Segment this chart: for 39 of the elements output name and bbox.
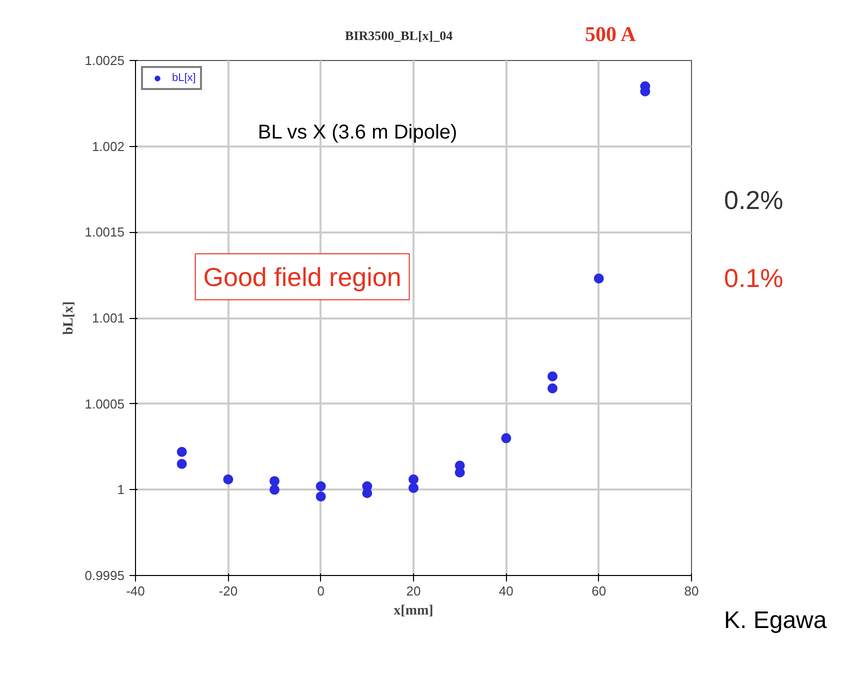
point — [362, 488, 372, 498]
point — [270, 476, 280, 486]
point — [501, 433, 512, 444]
legend-label: bL[x] — [172, 72, 196, 84]
point — [408, 474, 418, 484]
point — [548, 371, 558, 382]
chart-title: BIR3500_BL[x]_04 — [345, 27, 453, 45]
x-tick-label: 60 — [592, 584, 606, 598]
point — [316, 481, 326, 492]
y-tick-label: 1.0015 — [84, 224, 125, 240]
y-axis-title: bL[x] — [62, 301, 77, 335]
y-tick-label: 0.9995 — [84, 568, 125, 583]
x-tick-label: 0 — [317, 584, 324, 598]
point — [316, 492, 326, 502]
x-tick-label: -40 — [126, 584, 145, 598]
y-tick-label: 1 — [117, 482, 125, 498]
point — [270, 484, 280, 495]
point — [408, 482, 418, 493]
y-tick-label: 1.0005 — [84, 396, 125, 412]
x-tick-label: 20 — [406, 584, 421, 598]
annotation: BL vs X (3.6 m Dipole) — [258, 122, 458, 144]
point — [176, 458, 187, 469]
text: K. Egawa — [724, 606, 827, 636]
x-axis-title: x[mm] — [394, 604, 434, 618]
text: 0.1% — [724, 262, 784, 295]
x-tick-label: 80 — [684, 584, 699, 598]
point — [176, 446, 187, 457]
y-tick-label: 1.002 — [92, 138, 125, 154]
y-tick-label: 1.001 — [92, 310, 125, 326]
x-tick-label: 40 — [498, 584, 514, 598]
chart-subtitle: 500 A — [585, 21, 636, 48]
annotation: Good field region — [203, 262, 402, 292]
point — [223, 474, 234, 484]
x-tick-label: -20 — [218, 584, 238, 598]
point — [594, 274, 604, 284]
text: 0.2% — [724, 184, 784, 217]
point — [548, 383, 558, 394]
y-tick-label: 1.0025 — [84, 53, 125, 68]
point — [454, 468, 465, 478]
